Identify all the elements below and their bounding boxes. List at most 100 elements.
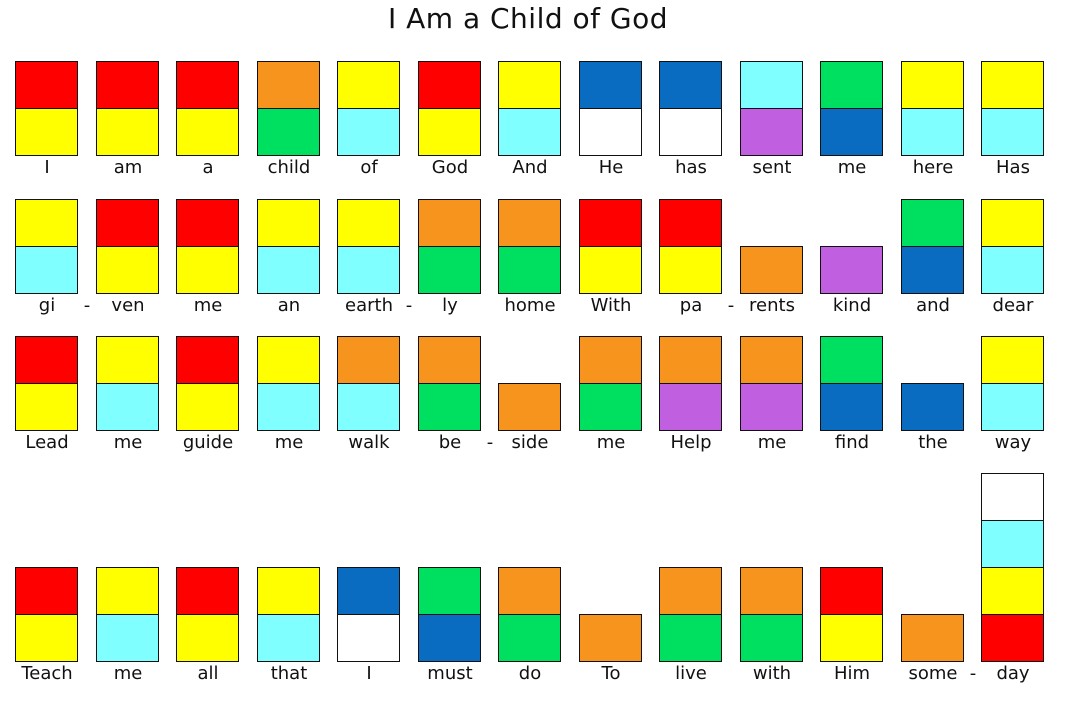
lyric-word: with: [752, 663, 792, 684]
lyric-word: ly: [442, 295, 458, 316]
syllable-hyphen: -: [486, 432, 494, 453]
note-block: [579, 336, 642, 384]
note-block: [579, 383, 642, 431]
lyric-word: child: [267, 157, 311, 178]
lyric-word: day: [996, 663, 1030, 684]
lyric-word: me: [274, 432, 304, 453]
note-block: [740, 336, 803, 384]
note-block: [740, 383, 803, 431]
lyric-word: Help: [670, 432, 712, 453]
lyric-word: a: [202, 157, 214, 178]
note-block: [257, 61, 320, 109]
note-block: [96, 567, 159, 615]
lyric-word: pa: [679, 295, 703, 316]
lyric-word: walk: [348, 432, 390, 453]
note-block: [981, 473, 1044, 521]
note-block: [981, 520, 1044, 568]
syllable-hyphen: -: [83, 295, 91, 316]
note-block: [337, 246, 400, 294]
note-block: [820, 61, 883, 109]
note-block: [901, 199, 964, 247]
lyric-word: sent: [752, 157, 792, 178]
lyric-word: has: [675, 157, 707, 178]
note-block: [418, 383, 481, 431]
note-block: [418, 336, 481, 384]
note-block: [901, 614, 964, 662]
note-block: [981, 383, 1044, 431]
lyric-word: me: [113, 663, 143, 684]
note-block: [820, 614, 883, 662]
note-block: [579, 61, 642, 109]
note-block: [418, 61, 481, 109]
note-block: [15, 246, 78, 294]
note-block: [820, 246, 883, 294]
lyric-word: side: [511, 432, 549, 453]
note-block: [498, 61, 561, 109]
note-block: [981, 614, 1044, 662]
note-block: [820, 383, 883, 431]
syllable-hyphen: -: [969, 663, 977, 684]
lyric-word: earth: [345, 295, 393, 316]
lyric-word: of: [360, 157, 378, 178]
note-block: [96, 61, 159, 109]
lyric-word: God: [431, 157, 469, 178]
note-block: [418, 614, 481, 662]
lyric-word: I: [366, 663, 372, 684]
note-block: [659, 383, 722, 431]
note-block: [901, 246, 964, 294]
lyric-word: Teach: [21, 663, 73, 684]
note-block: [981, 108, 1044, 156]
lyric-word: all: [197, 663, 219, 684]
note-block: [579, 108, 642, 156]
note-block: [257, 614, 320, 662]
note-block: [337, 567, 400, 615]
lyric-word: Lead: [25, 432, 69, 453]
note-block: [96, 383, 159, 431]
note-block: [15, 614, 78, 662]
note-block: [337, 108, 400, 156]
lyric-word: Him: [833, 663, 871, 684]
note-block: [659, 567, 722, 615]
lyric-word: must: [427, 663, 473, 684]
lyric-word: And: [512, 157, 548, 178]
lyric-word: am: [113, 157, 143, 178]
note-block: [901, 61, 964, 109]
note-block: [176, 383, 239, 431]
lyric-word: ven: [111, 295, 145, 316]
note-block: [337, 199, 400, 247]
lyric-word: me: [193, 295, 223, 316]
note-block: [498, 246, 561, 294]
note-block: [337, 61, 400, 109]
lyric-word: live: [675, 663, 707, 684]
lyric-word: me: [837, 157, 867, 178]
lyric-word: kind: [832, 295, 872, 316]
note-block: [820, 567, 883, 615]
lyric-word: me: [113, 432, 143, 453]
note-block: [498, 199, 561, 247]
note-block: [579, 614, 642, 662]
note-block: [659, 199, 722, 247]
note-block: [498, 614, 561, 662]
lyric-word: me: [596, 432, 626, 453]
note-block: [579, 199, 642, 247]
lyric-word: dear: [992, 295, 1034, 316]
note-block: [981, 567, 1044, 615]
note-block: [15, 108, 78, 156]
note-block: [176, 108, 239, 156]
note-block: [15, 199, 78, 247]
note-block: [659, 336, 722, 384]
lyric-word: me: [757, 432, 787, 453]
note-block: [659, 108, 722, 156]
note-block: [820, 108, 883, 156]
note-block: [96, 199, 159, 247]
note-block: [257, 567, 320, 615]
note-block: [579, 246, 642, 294]
note-block: [740, 567, 803, 615]
note-block: [498, 383, 561, 431]
note-block: [418, 199, 481, 247]
lyric-word: some: [908, 663, 958, 684]
note-block: [659, 246, 722, 294]
note-block: [257, 336, 320, 384]
lyric-word: find: [834, 432, 870, 453]
page-title: I Am a Child of God: [387, 2, 669, 35]
